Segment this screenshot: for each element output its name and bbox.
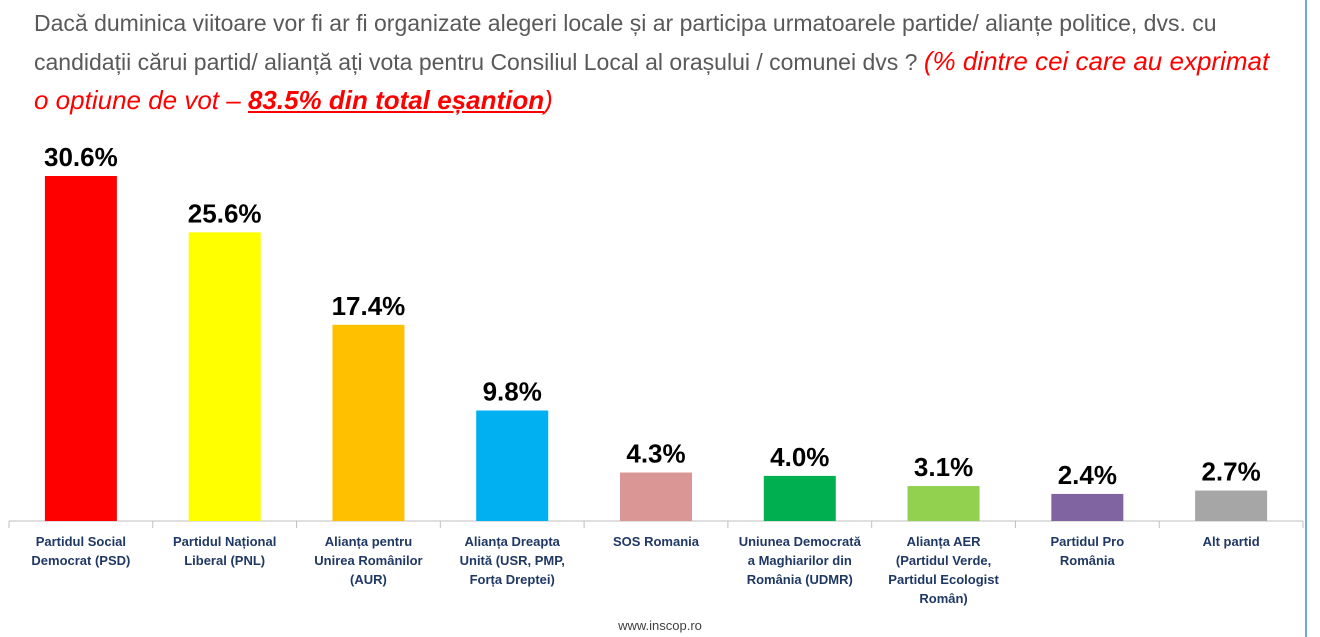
category-label: Alt partid xyxy=(1203,534,1260,549)
category-label: SOS Romania xyxy=(613,534,700,549)
chart-title: Dacă duminica viitoare vor fi ar fi orga… xyxy=(34,4,1284,120)
footer-source: www.inscop.ro xyxy=(618,618,702,633)
data-label: 9.8% xyxy=(483,377,542,407)
category-label: Uniunea Democrată a Maghiarilor din Români… xyxy=(739,534,862,587)
bar xyxy=(620,472,692,521)
category-label: Alianța Dreapta Unită (USR, PMP, Forța Dre… xyxy=(460,534,565,587)
title-question: Dacă duminica viitoare vor fi ar fi orga… xyxy=(34,10,1217,75)
data-label: 30.6% xyxy=(44,142,118,172)
title-note-prefix: (% dintre cei care au exprimat o optiune… xyxy=(34,46,1270,115)
category-label: Partidul Social Democrat (PSD) xyxy=(31,534,130,568)
title-note-suffix: ) xyxy=(544,85,553,115)
category-label: Partidul Național Liberal (PNL) xyxy=(173,534,276,568)
bar xyxy=(188,232,261,521)
bar xyxy=(907,486,980,521)
data-label: 4.0% xyxy=(770,442,829,472)
category-label: Alianța AER (Partidul Verde, Partidul Ecol… xyxy=(888,534,999,606)
bar xyxy=(44,176,117,521)
bar xyxy=(1195,490,1268,521)
title-note-emphasis: 83.5% din total eșantion xyxy=(247,85,545,115)
bar xyxy=(332,324,405,521)
data-label: 3.1% xyxy=(914,452,973,482)
data-label: 4.3% xyxy=(626,439,685,469)
category-label: Partidul Pro România xyxy=(1050,534,1124,568)
title-note: (% dintre cei care au exprimat o optiune… xyxy=(34,46,1269,115)
data-label: 25.6% xyxy=(188,198,262,228)
data-label: 2.7% xyxy=(1201,457,1260,487)
bar xyxy=(1051,493,1124,521)
slide-border-line xyxy=(1305,0,1307,637)
bar xyxy=(476,410,549,521)
category-label: Alianța pentru Unirea Românilor (AUR) xyxy=(314,534,422,587)
data-label: 2.4% xyxy=(1058,460,1117,490)
bar xyxy=(763,475,836,521)
data-label: 17.4% xyxy=(332,291,406,321)
